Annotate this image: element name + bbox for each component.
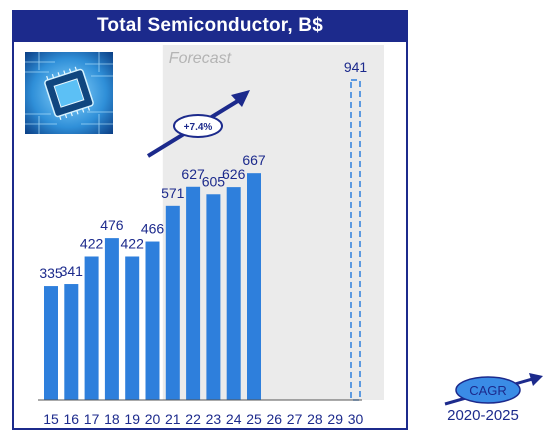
cagr-period: 2020-2025 <box>447 407 519 424</box>
bar-value-label-18: 476 <box>100 217 124 233</box>
x-tick-label-17: 17 <box>84 411 100 427</box>
bar-value-label-20: 466 <box>141 221 165 237</box>
bar-23 <box>206 194 221 400</box>
x-tick-label-30: 30 <box>348 411 364 427</box>
bar-value-label-19: 422 <box>121 235 145 251</box>
x-tick-label-28: 28 <box>307 411 323 427</box>
bar-value-label-21: 571 <box>161 185 185 201</box>
x-tick-label-15: 15 <box>43 411 59 427</box>
chart-title: Total Semiconductor, B$ <box>97 15 323 36</box>
bars-group <box>44 79 361 401</box>
bar-16 <box>64 284 79 400</box>
bar-17 <box>84 256 99 400</box>
bar-15 <box>44 286 58 400</box>
bar-value-label-17: 422 <box>80 235 104 251</box>
bar-value-label-23: 605 <box>202 173 226 189</box>
bar-value-label-24: 626 <box>222 166 246 182</box>
bar-value-label-15: 335 <box>39 265 63 281</box>
x-tick-label-18: 18 <box>104 411 120 427</box>
bar-value-label-22: 627 <box>181 166 205 182</box>
cagr-label: CAGR <box>469 383 507 398</box>
x-axis-ticks: 15 16 17 18 19 20 21 22 23 24 25 26 27 28 29 30 <box>43 411 363 427</box>
bar-value-label-16: 341 <box>60 263 84 279</box>
bar-24 <box>226 187 241 400</box>
bar-20 <box>145 241 160 400</box>
cagr-badge: CAGR 2020-2025 <box>444 373 543 424</box>
forecast-label: Forecast <box>169 50 232 67</box>
x-tick-label-21: 21 <box>165 411 181 427</box>
growth-badge-text: +7.4% <box>184 122 213 133</box>
bar-25 <box>247 173 261 400</box>
x-tick-label-20: 20 <box>145 411 161 427</box>
x-tick-label-27: 27 <box>287 411 303 427</box>
x-tick-label-29: 29 <box>327 411 343 427</box>
x-tick-label-25: 25 <box>246 411 262 427</box>
x-tick-label-16: 16 <box>64 411 80 427</box>
bar-19 <box>125 256 140 400</box>
bar-value-label-30: 941 <box>344 59 368 75</box>
bar-18 <box>104 238 119 400</box>
bar-21 <box>165 205 180 400</box>
x-tick-label-23: 23 <box>206 411 222 427</box>
x-tick-label-24: 24 <box>226 411 242 427</box>
x-tick-label-22: 22 <box>185 411 201 427</box>
semiconductor-chip-image <box>25 52 113 134</box>
growth-badge: +7.4% <box>173 114 223 138</box>
chart-title-banner: Total Semiconductor, B$ <box>12 10 408 42</box>
chart-frame <box>12 42 408 430</box>
bar-22 <box>186 186 201 400</box>
x-tick-label-26: 26 <box>267 411 283 427</box>
bar-value-label-25: 667 <box>242 152 266 168</box>
x-tick-label-19: 19 <box>124 411 140 427</box>
